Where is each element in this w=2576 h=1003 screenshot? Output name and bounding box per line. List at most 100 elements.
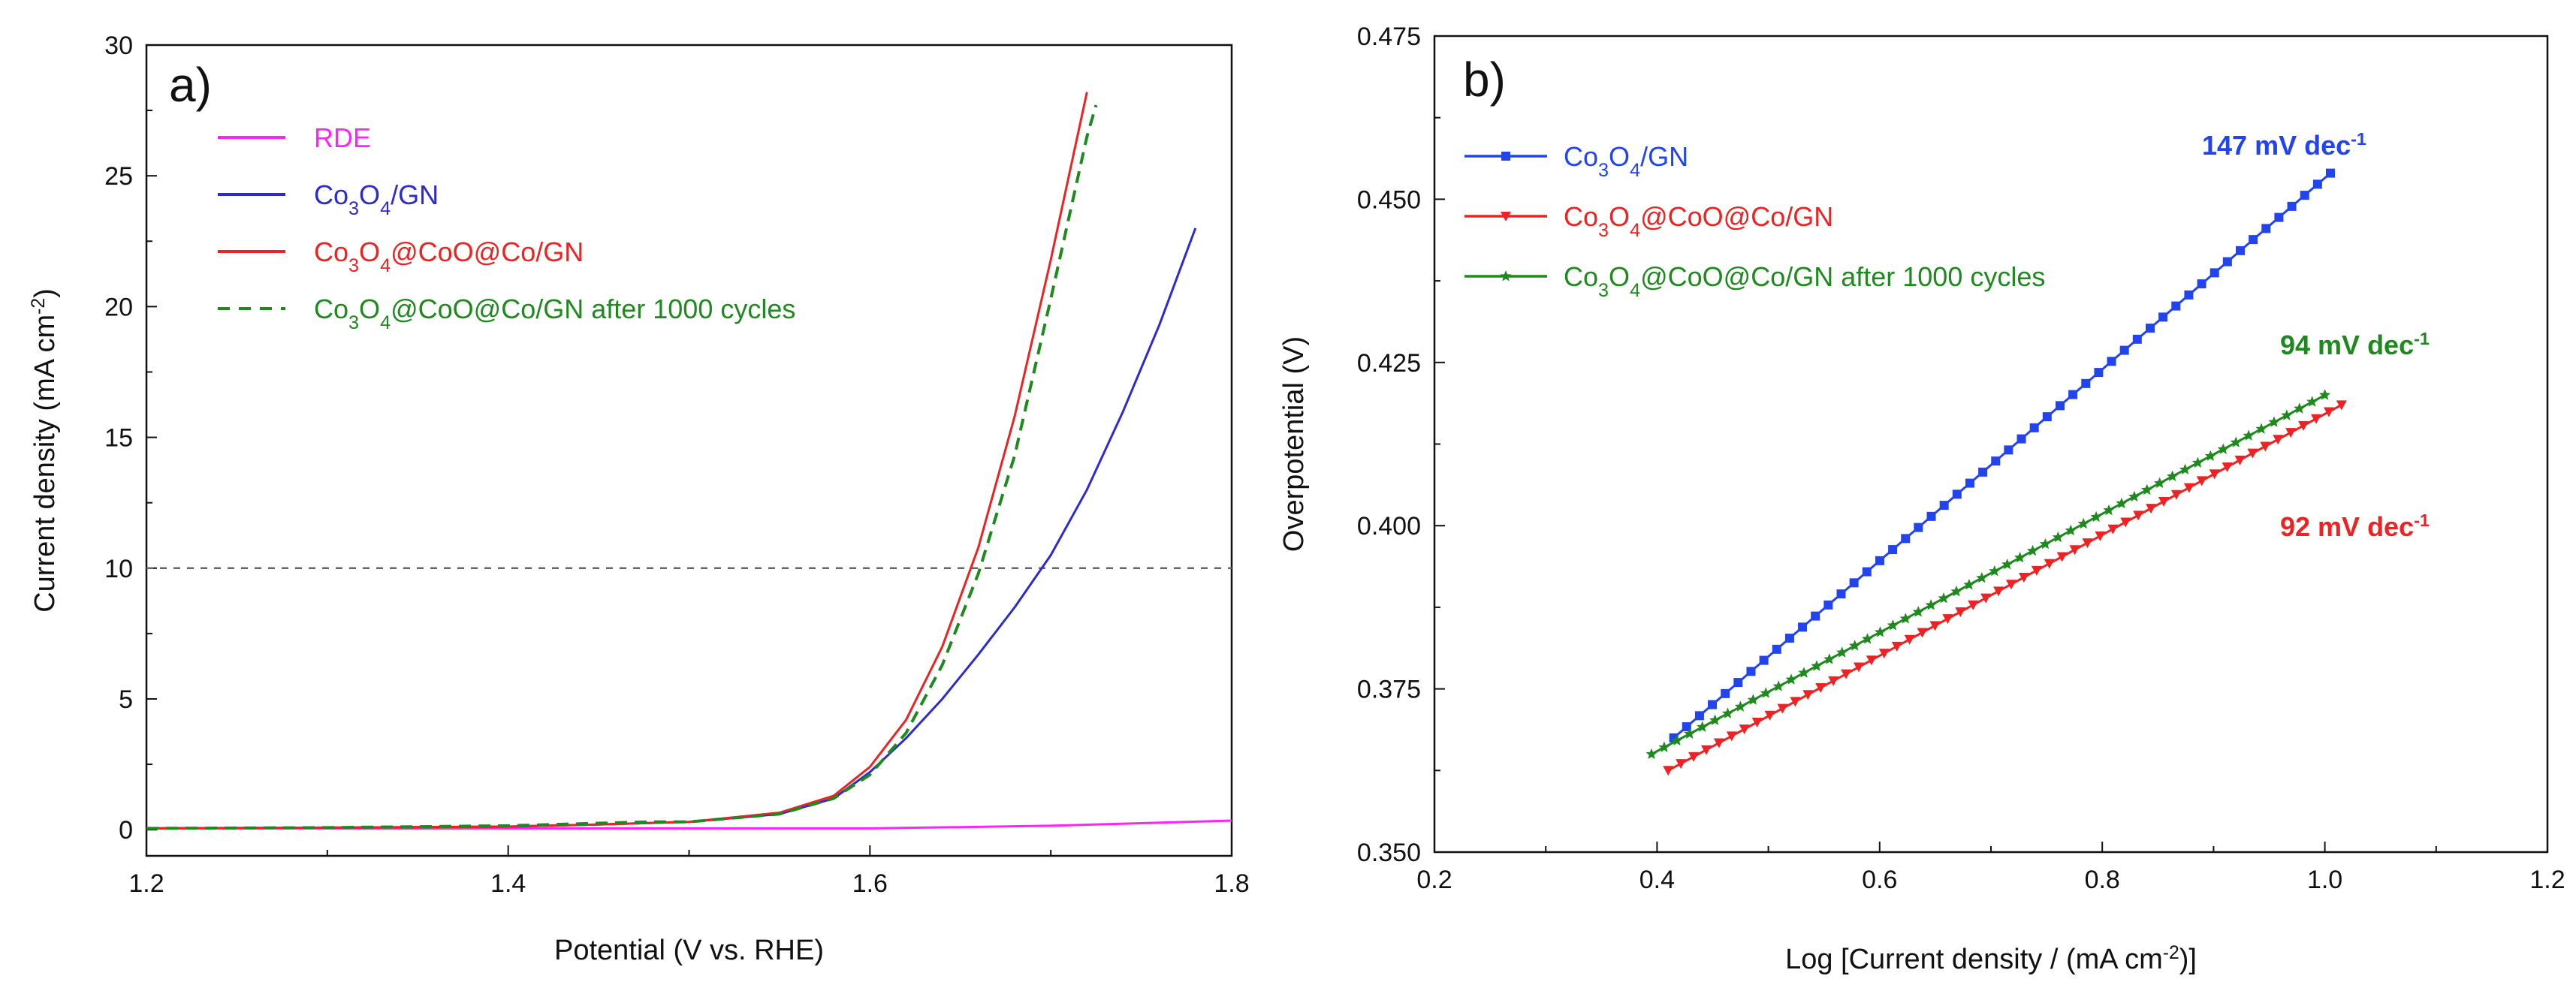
x-axis-title-a: Potential (V vs. RHE): [554, 935, 824, 966]
legend-label-2: Co3O4@CoO@Co/GN after 1000 cycles: [1564, 261, 2045, 301]
data-point: [2191, 456, 2203, 468]
data-point: [1746, 667, 1756, 676]
data-point: [1713, 738, 1724, 748]
data-point: [1849, 578, 1859, 588]
data-point: [2210, 268, 2219, 278]
x-tick-label: 1.0: [2307, 866, 2342, 894]
data-point: [1682, 722, 1691, 732]
legend-label-0: RDE: [314, 122, 371, 153]
data-point: [1899, 613, 1911, 624]
series-line-3: [146, 104, 1098, 830]
data-point: [2146, 504, 2157, 514]
data-point: [1849, 640, 1861, 651]
data-point: [2243, 429, 2255, 441]
data-point: [2090, 511, 2102, 523]
data-point: [2107, 357, 2116, 366]
data-point: [1645, 748, 1658, 759]
data-point: [1912, 606, 1924, 617]
data-point: [1978, 467, 1988, 477]
data-point: [2107, 524, 2119, 535]
data-point: [2234, 455, 2246, 465]
data-point: [2196, 476, 2207, 486]
data-point: [1955, 607, 1966, 617]
data-point: [1841, 669, 1852, 679]
legend-label-3: Co3O4@CoO@Co/GN after 1000 cycles: [314, 294, 795, 333]
data-point: [1866, 655, 1877, 666]
data-point: [1823, 653, 1835, 664]
data-point: [1874, 626, 1887, 637]
data-point: [1676, 759, 1687, 770]
y-tick-label: 0.400: [1357, 512, 1421, 541]
data-point: [1798, 622, 1808, 632]
legend-label-1: Co3O4@CoO@Co/GN: [1564, 201, 1833, 241]
data-point: [2167, 470, 2179, 481]
data-point: [2255, 423, 2267, 434]
x-tick-label: 1.6: [852, 869, 888, 898]
data-point: [2268, 416, 2280, 427]
series-line-2: [146, 92, 1088, 830]
data-point: [1917, 628, 1928, 638]
data-point: [2235, 245, 2245, 255]
data-point: [2052, 531, 2064, 543]
data-point: [2095, 531, 2106, 541]
data-point: [2069, 545, 2080, 556]
data-point: [2082, 538, 2093, 549]
data-point: [2184, 290, 2194, 300]
slope-label-0: 147 mV dec-1: [2202, 129, 2366, 161]
data-point: [1976, 571, 1988, 583]
series-markers-1: [1663, 400, 2347, 776]
data-point: [2281, 409, 2293, 420]
data-point: [2158, 312, 2168, 322]
x-tick-label: 1.2: [128, 869, 164, 898]
data-point: [2056, 552, 2068, 562]
data-point: [1939, 501, 1949, 511]
data-point: [2039, 538, 2051, 550]
data-point: [1777, 703, 1788, 714]
x-tick-label: 0.8: [2085, 866, 2120, 894]
y-tick-label: 0.350: [1357, 839, 1421, 867]
data-point: [1733, 678, 1743, 688]
data-point: [2298, 420, 2309, 431]
chart-panel-b: 0.2 0.4 0.6 0.8 1.0 1.2 0.350 0.375 0.400 0.425 0.…: [1278, 23, 2565, 975]
data-point: [1709, 714, 1721, 725]
data-point: [2323, 407, 2334, 417]
data-point: [1751, 717, 1763, 727]
series-markers-0: [1669, 168, 2336, 742]
data-point: [1697, 721, 1709, 732]
data-point: [2170, 489, 2182, 500]
data-point: [1708, 700, 1718, 709]
data-point: [2217, 443, 2229, 454]
data-point: [1811, 660, 1823, 671]
data-point: [2249, 235, 2258, 245]
data-point: [1942, 614, 1953, 625]
y-tick-label: 20: [104, 293, 133, 321]
data-point: [1721, 707, 1734, 718]
legend-label-1: Co3O4/GN: [314, 179, 439, 219]
data-point: [2141, 483, 2153, 495]
data-point: [2312, 179, 2322, 189]
data-point: [1772, 644, 1781, 654]
data-point: [1798, 667, 1810, 678]
data-point: [1989, 565, 2001, 577]
y-tick-label: 15: [104, 424, 133, 453]
legend-marker-1: [1501, 212, 1511, 221]
x-tick-label: 0.2: [1416, 866, 1452, 894]
data-point: [2261, 224, 2271, 233]
data-point: [2287, 201, 2297, 211]
panel-label-b: b): [1463, 53, 1506, 107]
data-point: [2336, 400, 2347, 411]
data-point: [2103, 504, 2115, 516]
data-point: [1760, 687, 1772, 698]
plot-frame-b: [1433, 35, 2549, 854]
data-point: [1925, 599, 1937, 610]
data-point: [2319, 389, 2331, 400]
data-point: [1980, 593, 1992, 604]
data-point: [1671, 734, 1683, 745]
data-point: [1904, 634, 1915, 645]
data-point: [1663, 766, 1674, 776]
data-point: [2326, 168, 2336, 178]
y-axis-title-b: Overpotential (V): [1278, 336, 1310, 552]
legend-label-0: Co3O4/GN: [1564, 141, 1688, 181]
data-point: [1658, 741, 1670, 752]
data-point: [1790, 697, 1801, 707]
